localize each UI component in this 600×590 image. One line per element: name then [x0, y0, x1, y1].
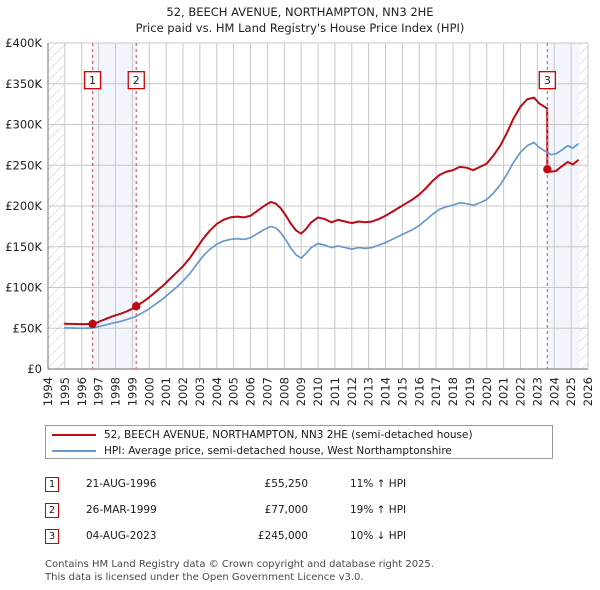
- x-axis-tick-label: 2004: [210, 377, 224, 406]
- transaction-point-2[interactable]: [132, 302, 141, 311]
- transaction-price-2: £77,000: [264, 504, 308, 516]
- x-axis-tick-label: 2005: [227, 377, 241, 406]
- transaction-table: 1 21-AUG-1996 £55,250 11% ↑ HPI 2 26-MAR…: [45, 471, 565, 549]
- transaction-badge-2: 2: [45, 502, 59, 518]
- y-axis-tick-label: £0: [27, 362, 42, 376]
- x-axis-tick-label: 1999: [125, 377, 139, 406]
- x-axis-tick-label: 2011: [328, 377, 342, 406]
- x-axis-tick-label: 2023: [530, 377, 544, 406]
- y-axis-tick-label: £300K: [5, 118, 42, 132]
- legend-item-property: 52, BEECH AVENUE, NORTHAMPTON, NN3 2HE (…: [52, 427, 552, 443]
- x-axis-tick-label: 2017: [429, 377, 443, 406]
- transaction-date-2: 26-MAR-1999: [86, 504, 157, 516]
- footer-attribution: Contains HM Land Registry data © Crown c…: [45, 558, 585, 584]
- transaction-label-2: 2: [133, 74, 140, 87]
- transaction-price-3: £245,000: [257, 530, 308, 542]
- x-axis-tick-label: 1998: [109, 377, 123, 406]
- transaction-hpi-delta-3: 10% ↓ HPI: [350, 530, 407, 542]
- transaction-badge-1: 1: [45, 476, 59, 492]
- x-axis-tick-label: 2021: [497, 377, 511, 406]
- x-axis-tick-label: 2025: [564, 377, 578, 406]
- legend-label-hpi: HPI: Average price, semi-detached house,…: [104, 445, 452, 457]
- transaction-point-1[interactable]: [88, 319, 97, 329]
- y-axis-tick-label: £200K: [5, 199, 42, 213]
- y-axis-tick-label: £150K: [5, 240, 42, 254]
- x-axis-tick-label: 1997: [92, 377, 106, 406]
- x-axis-tick-label: 2008: [277, 377, 291, 406]
- x-axis-tick-label: 2001: [159, 377, 173, 406]
- y-axis-tick-label: £350K: [5, 77, 42, 91]
- x-axis-tick-label: 2016: [412, 377, 426, 406]
- transaction-date-1: 21-AUG-1996: [86, 478, 157, 490]
- x-axis-tick-label: 2013: [362, 377, 376, 406]
- title-line-2: Price paid vs. HM Land Registry's House …: [135, 21, 465, 35]
- table-row: 2 26-MAR-1999 £77,000 19% ↑ HPI: [45, 497, 565, 523]
- x-axis-tick-label: 2026: [581, 377, 595, 406]
- table-row: 1 21-AUG-1996 £55,250 11% ↑ HPI: [45, 471, 565, 497]
- series-line-hpi: [64, 141, 579, 330]
- x-axis-tick-label: 2007: [260, 377, 274, 406]
- title-line-1: 52, BEECH AVENUE, NORTHAMPTON, NN3 2HE: [166, 5, 434, 19]
- transaction-price-1: £55,250: [264, 478, 308, 490]
- x-axis-tick-label: 2010: [311, 377, 325, 406]
- legend-swatch-hpi: [52, 450, 96, 452]
- x-axis-tick-label: 2012: [345, 377, 359, 406]
- transaction-label-box-3[interactable]: [538, 71, 556, 90]
- transaction-label-1: 1: [89, 74, 96, 87]
- x-axis-tick-label: 2018: [446, 377, 460, 406]
- table-row: 3 04-AUG-2023 £245,000 10% ↓ HPI: [45, 523, 565, 549]
- transaction-label-3: 3: [544, 74, 551, 87]
- x-axis-tick-label: 2002: [176, 377, 190, 406]
- transaction-hpi-delta-2: 19% ↑ HPI: [350, 504, 407, 516]
- x-axis-tick-label: 1994: [41, 377, 55, 406]
- y-axis-tick-label: £400K: [5, 36, 42, 50]
- transaction-point-3[interactable]: [543, 165, 552, 174]
- transaction-hpi-delta-1: 11% ↑ HPI: [350, 478, 407, 490]
- transaction-badge-3: 3: [45, 528, 59, 544]
- legend-swatch-property: [52, 434, 96, 436]
- chart-legend: 52, BEECH AVENUE, NORTHAMPTON, NN3 2HE (…: [45, 425, 553, 459]
- x-axis-tick-label: 1995: [58, 377, 72, 406]
- x-axis-tick-label: 2019: [463, 377, 477, 406]
- page-title: 52, BEECH AVENUE, NORTHAMPTON, NN3 2HE P…: [0, 4, 600, 36]
- transaction-label-box-1[interactable]: [83, 71, 102, 90]
- legend-label-property: 52, BEECH AVENUE, NORTHAMPTON, NN3 2HE (…: [104, 429, 473, 441]
- transaction-label-box-2[interactable]: [127, 71, 145, 90]
- x-axis-tick-label: 2003: [193, 377, 207, 406]
- x-axis-tick-label: 2014: [379, 377, 393, 406]
- x-axis-tick-label: 2000: [142, 377, 156, 406]
- x-axis-tick-label: 2015: [395, 377, 409, 406]
- y-axis-tick-label: £50K: [13, 321, 43, 335]
- series-line-property: [63, 96, 579, 326]
- footer-line-2: This data is licensed under the Open Gov…: [45, 572, 364, 583]
- x-axis-tick-label: 2009: [294, 377, 308, 406]
- transaction-date-3: 04-AUG-2023: [86, 530, 157, 542]
- footer-line-1: Contains HM Land Registry data © Crown c…: [45, 559, 434, 570]
- x-axis-tick-label: 2022: [514, 377, 528, 406]
- x-axis-tick-label: 2024: [547, 377, 561, 406]
- x-axis-tick-label: 1996: [75, 377, 89, 406]
- x-axis-tick-label: 2020: [480, 377, 494, 406]
- y-axis-tick-label: £100K: [5, 281, 42, 295]
- legend-item-hpi: HPI: Average price, semi-detached house,…: [52, 443, 552, 459]
- price-history-chart: £0 £50K £100K £150K £200K £250K £300K £350K £400…: [5, 36, 595, 406]
- y-axis-tick-label: £250K: [5, 158, 42, 172]
- x-axis-tick-label: 2006: [244, 377, 258, 406]
